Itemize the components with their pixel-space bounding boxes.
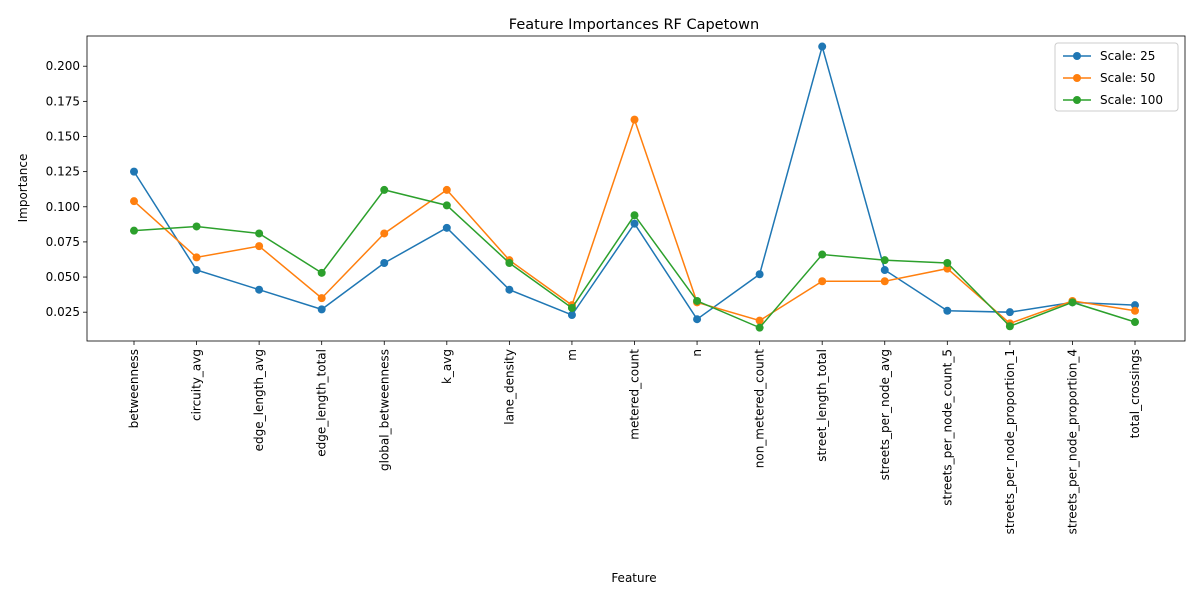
series-3 [130, 185, 1139, 332]
data-point [380, 258, 389, 267]
legend-label: Scale: 50 [1100, 71, 1155, 85]
y-tick-label: 0.125 [46, 165, 80, 179]
data-point [192, 222, 201, 231]
data-point [755, 316, 764, 325]
data-point [1131, 306, 1139, 315]
data-point [1005, 308, 1014, 317]
data-point [317, 305, 326, 314]
data-point [442, 223, 451, 232]
data-point [818, 277, 827, 286]
data-point [442, 201, 451, 210]
x-tick-label: edge_length_total [315, 349, 329, 457]
legend-marker [1073, 52, 1081, 60]
data-point [943, 306, 952, 315]
data-point [880, 266, 889, 275]
data-point [130, 197, 138, 206]
x-tick-label: metered_count [628, 349, 642, 440]
data-point [255, 242, 264, 251]
data-point [693, 315, 702, 324]
data-point [505, 258, 514, 267]
data-point [192, 266, 201, 275]
data-point [380, 229, 389, 238]
data-point [255, 229, 264, 238]
data-point [567, 303, 576, 312]
legend-label: Scale: 100 [1100, 93, 1163, 107]
data-point [755, 270, 764, 279]
data-point [380, 185, 389, 194]
x-axis-title: Feature [611, 571, 656, 585]
x-tick-label: total_crossings [1128, 349, 1142, 438]
y-tick-label: 0.100 [46, 200, 80, 214]
legend-marker [1073, 74, 1081, 82]
data-point [693, 296, 702, 305]
x-tick-label: global_betweenness [377, 349, 391, 471]
data-point [567, 310, 576, 319]
data-point [880, 256, 889, 265]
y-tick-label: 0.025 [46, 305, 80, 319]
data-point [1131, 301, 1139, 310]
legend-item: Scale: 100 [1063, 93, 1163, 107]
data-point [755, 323, 764, 332]
legend-label: Scale: 25 [1100, 49, 1155, 63]
chart-title: Feature Importances RF Capetown [509, 17, 759, 33]
data-point [943, 264, 952, 273]
series-layer [130, 42, 1139, 332]
data-point [630, 219, 639, 228]
x-tick-label: edge_length_avg [252, 349, 266, 451]
data-point [943, 258, 952, 267]
data-point [505, 285, 514, 294]
data-point [1068, 298, 1077, 307]
data-point [192, 253, 201, 262]
y-tick-label: 0.175 [46, 94, 80, 108]
series-1 [130, 42, 1139, 324]
x-tick-label: circuity_avg [190, 349, 204, 421]
plot-frame [86, 35, 1186, 342]
legend-item: Scale: 25 [1063, 49, 1155, 63]
x-tick-label: n [690, 349, 704, 357]
data-point [630, 115, 639, 124]
data-point [317, 268, 326, 277]
data-point [130, 167, 138, 176]
data-point [1005, 322, 1014, 331]
y-tick-label: 0.150 [46, 129, 80, 143]
x-tick-label: streets_per_node_avg [878, 349, 892, 480]
data-point [442, 185, 451, 194]
data-point [130, 226, 138, 235]
data-point [880, 277, 889, 286]
y-tick-label: 0.075 [46, 235, 80, 249]
x-tick-label: non_metered_count [753, 349, 767, 469]
x-tick-label: betweenness [127, 349, 141, 428]
data-point [818, 42, 827, 51]
legend-box [1054, 42, 1179, 112]
x-tick-label: street_length_total [815, 349, 829, 462]
x-tick-label: streets_per_node_count_5 [940, 349, 954, 506]
y-tick-label: 0.050 [46, 270, 80, 284]
y-tick-label: 0.200 [46, 59, 80, 73]
data-point [818, 250, 827, 259]
x-axis-ticks: betweenness circuity_avg edge_length_avg ed… [127, 341, 1142, 534]
x-tick-label: m [565, 349, 579, 361]
x-tick-label: streets_per_node_proportion_4 [1065, 349, 1079, 534]
data-point [1131, 318, 1139, 327]
x-tick-label: k_avg [440, 349, 454, 384]
legend-item: Scale: 50 [1063, 71, 1155, 85]
x-tick-label: lane_density [502, 349, 516, 425]
data-point [255, 285, 264, 294]
y-axis-ticks: 0.025 0.050 0.075 0.100 0.125 0.150 0.175 0.200 [46, 59, 87, 319]
y-axis-title: Importance [16, 154, 30, 223]
data-point [630, 211, 639, 220]
legend-marker [1073, 96, 1081, 104]
x-tick-label: streets_per_node_proportion_1 [1003, 349, 1017, 534]
data-point [317, 294, 326, 303]
legend: Scale: 25 Scale: 50 Scale: 100 [1054, 42, 1179, 112]
